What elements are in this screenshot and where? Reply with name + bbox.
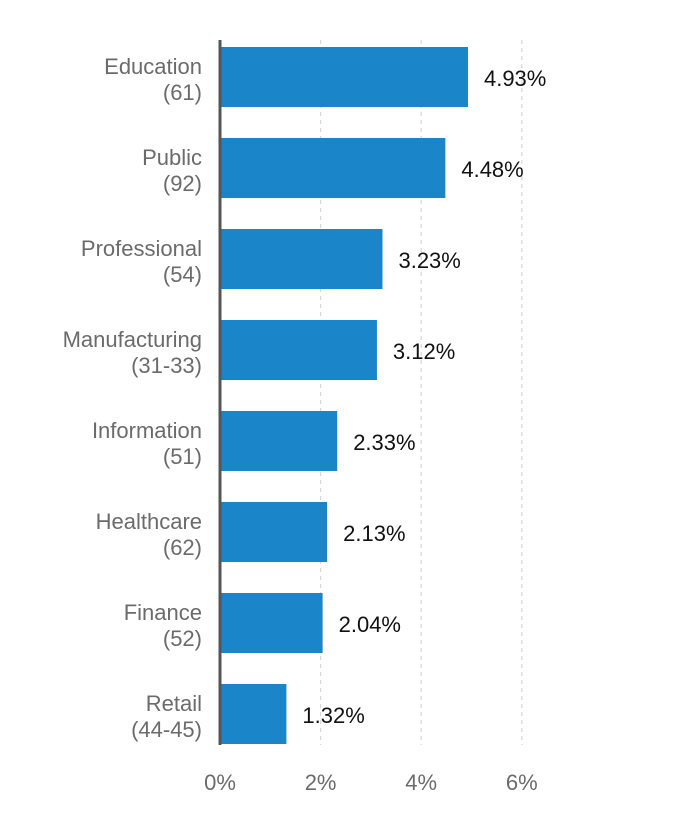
value-labels: 4.93% 4.48% 3.23% 3.12% 2.33% 2.13% 2.04% 1.32% xyxy=(302,66,546,728)
x-tick-label-0pct: 0% xyxy=(204,770,236,795)
category-name: Healthcare xyxy=(96,509,202,534)
category-label-manufacturing: Manufacturing (31-33) xyxy=(63,327,202,378)
x-tick-label-4pct: 4% xyxy=(405,770,437,795)
bar-information xyxy=(220,411,338,471)
bar-finance xyxy=(220,593,323,653)
category-name: Information xyxy=(92,418,202,443)
bar-healthcare xyxy=(220,502,328,562)
category-code: (51) xyxy=(163,444,202,469)
category-code: (92) xyxy=(163,171,202,196)
value-label-healthcare: 2.13% xyxy=(343,521,405,546)
bar-public xyxy=(220,138,446,198)
category-label-retail: Retail (44-45) xyxy=(131,691,202,742)
value-label-manufacturing: 3.12% xyxy=(393,339,455,364)
bar-professional xyxy=(220,229,383,289)
category-code: (62) xyxy=(163,535,202,560)
category-label-education: Education (61) xyxy=(104,54,202,105)
x-tick-label-2pct: 2% xyxy=(305,770,337,795)
value-label-finance: 2.04% xyxy=(339,612,401,637)
category-name: Manufacturing xyxy=(63,327,202,352)
value-label-information: 2.33% xyxy=(353,430,415,455)
category-label-professional: Professional (54) xyxy=(81,236,202,287)
bar-education xyxy=(220,47,468,107)
category-name: Education xyxy=(104,54,202,79)
category-label-healthcare: Healthcare (62) xyxy=(96,509,202,560)
bar-retail xyxy=(220,684,287,744)
bars xyxy=(220,47,468,744)
x-tick-label-6pct: 6% xyxy=(506,770,538,795)
category-code: (44-45) xyxy=(131,717,202,742)
value-label-professional: 3.23% xyxy=(398,248,460,273)
category-label-public: Public (92) xyxy=(142,145,202,196)
category-labels: Education (61) Public (92) Professional (54) M… xyxy=(63,54,202,742)
category-code: (54) xyxy=(163,262,202,287)
value-label-public: 4.48% xyxy=(461,157,523,182)
category-label-information: Information (51) xyxy=(92,418,202,469)
bar-manufacturing xyxy=(220,320,377,380)
category-name: Retail xyxy=(146,691,202,716)
category-name: Professional xyxy=(81,236,202,261)
x-tick-labels: 0% 2% 4% 6% xyxy=(204,770,538,795)
category-code: (31-33) xyxy=(131,353,202,378)
value-label-retail: 1.32% xyxy=(302,703,364,728)
category-label-finance: Finance (52) xyxy=(124,600,202,651)
value-label-education: 4.93% xyxy=(484,66,546,91)
category-code: (52) xyxy=(163,626,202,651)
category-name: Finance xyxy=(124,600,202,625)
category-name: Public xyxy=(142,145,202,170)
category-code: (61) xyxy=(163,80,202,105)
